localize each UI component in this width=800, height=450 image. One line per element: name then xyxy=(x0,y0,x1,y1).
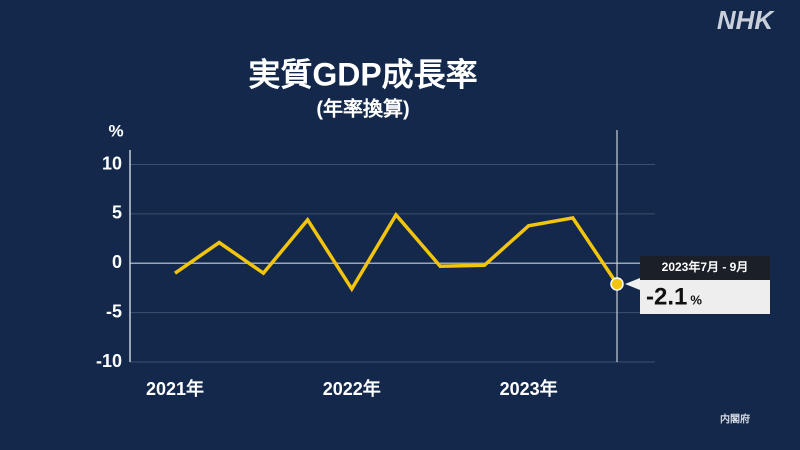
y-tick-label: -10 xyxy=(96,351,122,371)
point-marker xyxy=(610,277,624,291)
callout-pointer xyxy=(625,278,640,291)
callout-body xyxy=(640,280,770,314)
chart-subtitle: (年率換算) xyxy=(316,96,409,120)
data-line xyxy=(174,211,619,293)
logo: NHK xyxy=(717,5,776,35)
chart-title: 実質GDP成長率 xyxy=(248,56,477,92)
x-tick-label: 2021年 xyxy=(146,378,204,399)
y-tick-label: -5 xyxy=(106,301,122,321)
x-tick-label: 2023年 xyxy=(500,378,558,399)
source: 内閣府 xyxy=(720,413,750,426)
x-tick-label: 2022年 xyxy=(323,378,381,399)
y-unit: % xyxy=(108,121,123,140)
y-tick-label: 5 xyxy=(112,203,122,223)
callout-header xyxy=(640,256,770,280)
y-tick-label: 10 xyxy=(102,153,122,173)
value-unit: % xyxy=(690,292,702,307)
value-label: -2.1 xyxy=(646,283,687,310)
callout-period: 2023年7月 - 9月 xyxy=(662,259,749,274)
y-tick-label: 0 xyxy=(112,252,122,272)
